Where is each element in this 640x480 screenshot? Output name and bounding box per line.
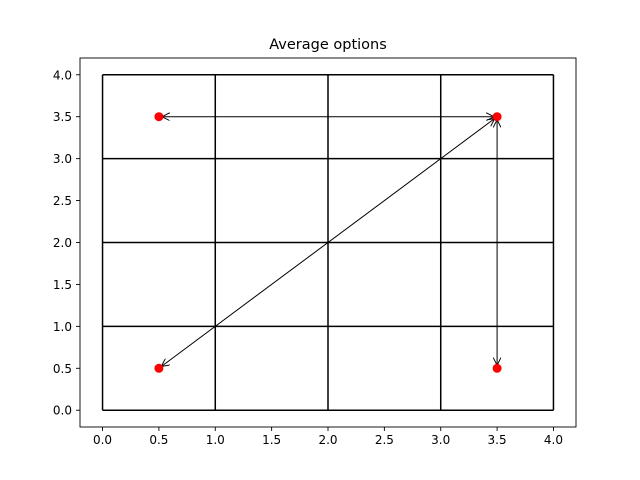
data-point [154, 112, 164, 122]
y-tick-label: 0.0 [53, 404, 72, 418]
data-point [492, 112, 502, 122]
y-tick-label: 0.5 [53, 362, 72, 376]
arrow-layer [161, 117, 497, 367]
x-tick-label: 4.0 [544, 433, 563, 447]
y-tick-label: 4.0 [53, 68, 72, 82]
chart-title: Average options [269, 37, 387, 53]
y-tick-label: 1.5 [53, 278, 72, 292]
double-arrow [161, 118, 494, 366]
point-layer [154, 112, 502, 373]
y-tick-label: 3.5 [53, 110, 72, 124]
y-tick-label: 2.0 [53, 236, 72, 250]
x-tick-label: 3.5 [488, 433, 507, 447]
x-tick-label: 3.0 [431, 433, 450, 447]
data-point [492, 363, 502, 373]
axes-layer: 0.0 0.5 1.0 1.5 2.0 2.5 3.0 3.5 4.0 0.0 0.5 1.0 1.5 2… [53, 57, 577, 447]
y-tick-label: 2.5 [53, 194, 72, 208]
x-tick-label: 1.0 [206, 433, 225, 447]
x-tick-label: 0.5 [149, 433, 168, 447]
y-tick-label: 1.0 [53, 320, 72, 334]
x-tick-label: 2.5 [375, 433, 394, 447]
x-tick-label: 2.0 [318, 433, 337, 447]
data-point [154, 363, 164, 373]
y-tick-label: 3.0 [53, 152, 72, 166]
x-tick-label: 1.5 [262, 433, 281, 447]
x-tick-label: 0.0 [93, 433, 112, 447]
